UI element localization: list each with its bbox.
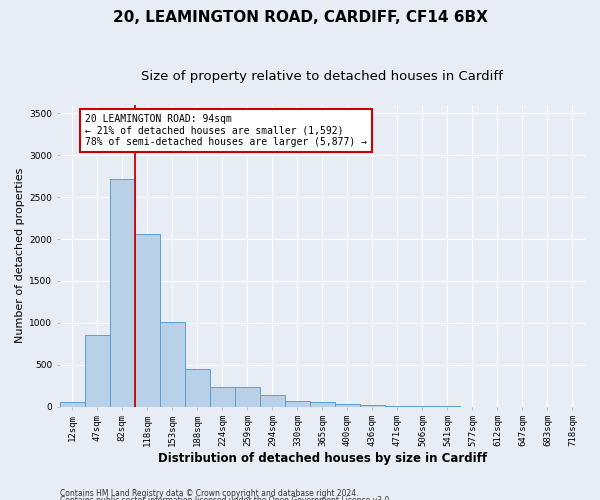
Bar bbox=[285, 400, 310, 406]
Bar bbox=[135, 234, 160, 406]
Bar bbox=[335, 404, 360, 406]
Bar bbox=[260, 395, 285, 406]
Text: Contains public sector information licensed under the Open Government Licence v3: Contains public sector information licen… bbox=[60, 496, 392, 500]
Bar bbox=[85, 336, 110, 406]
Text: 20, LEAMINGTON ROAD, CARDIFF, CF14 6BX: 20, LEAMINGTON ROAD, CARDIFF, CF14 6BX bbox=[113, 10, 487, 25]
Y-axis label: Number of detached properties: Number of detached properties bbox=[15, 168, 25, 344]
Bar bbox=[185, 369, 210, 406]
Bar bbox=[235, 387, 260, 406]
Bar bbox=[60, 402, 85, 406]
Text: Contains HM Land Registry data © Crown copyright and database right 2024.: Contains HM Land Registry data © Crown c… bbox=[60, 488, 359, 498]
Bar bbox=[210, 387, 235, 406]
Bar bbox=[110, 178, 135, 406]
Title: Size of property relative to detached houses in Cardiff: Size of property relative to detached ho… bbox=[142, 70, 503, 83]
X-axis label: Distribution of detached houses by size in Cardiff: Distribution of detached houses by size … bbox=[158, 452, 487, 465]
Bar bbox=[360, 405, 385, 406]
Bar bbox=[310, 402, 335, 406]
Text: 20 LEAMINGTON ROAD: 94sqm
← 21% of detached houses are smaller (1,592)
78% of se: 20 LEAMINGTON ROAD: 94sqm ← 21% of detac… bbox=[85, 114, 367, 148]
Bar bbox=[160, 322, 185, 406]
